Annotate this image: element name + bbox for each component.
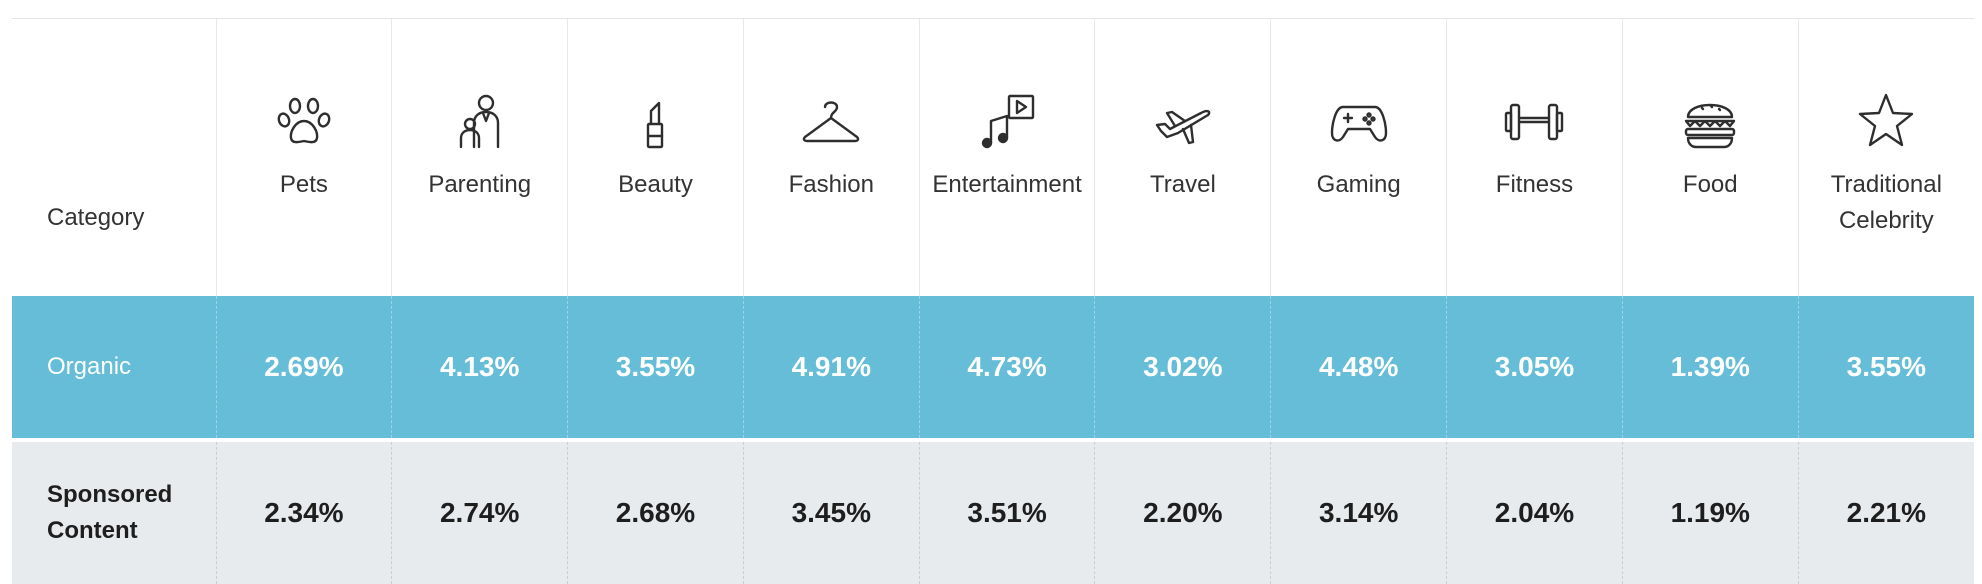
top-rule xyxy=(12,18,1974,19)
column-header-travel: Travel xyxy=(1094,19,1271,296)
sponsored-value-traditional-celebrity: 2.21% xyxy=(1797,442,1974,584)
column-header-beauty: Beauty xyxy=(567,19,744,296)
sponsored-value-gaming: 3.14% xyxy=(1270,442,1447,584)
row-spacer xyxy=(12,438,1974,442)
column-header-fitness: Fitness xyxy=(1446,19,1623,296)
category-header: Category xyxy=(47,204,145,231)
sponsored-value-beauty: 2.68% xyxy=(567,442,744,584)
column-header-food: Food xyxy=(1621,19,1799,296)
column-header-fashion: Fashion xyxy=(742,19,920,296)
organic-value-food: 1.39% xyxy=(1621,296,1799,438)
column-header-parenting: Parenting xyxy=(391,19,568,296)
organic-value-fitness: 3.05% xyxy=(1446,296,1623,438)
row-label-sponsored-content: Sponsored Content xyxy=(12,442,216,584)
organic-value-traditional-celebrity: 3.55% xyxy=(1797,296,1974,438)
airplane-icon xyxy=(1153,91,1213,151)
column-label: Food xyxy=(1682,171,1738,198)
column-label: Parenting xyxy=(428,171,532,198)
sponsored-value-food: 1.19% xyxy=(1621,442,1799,584)
column-header-entertainment: Entertainment xyxy=(918,19,1095,296)
column-label: Fitness xyxy=(1495,171,1574,198)
sponsored-value-entertainment: 3.51% xyxy=(918,442,1095,584)
column-label: Travel xyxy=(1149,171,1216,198)
organic-value-gaming: 4.48% xyxy=(1270,296,1447,438)
header-row: Category Pets Parenting Beauty xyxy=(12,19,1974,296)
sponsored-value-parenting: 2.74% xyxy=(391,442,568,584)
gamepad-icon xyxy=(1329,91,1389,151)
dumbbell-icon xyxy=(1504,91,1564,151)
column-header-gaming: Gaming xyxy=(1270,19,1447,296)
column-label: Traditional Celebrity xyxy=(1830,171,1942,234)
star-icon xyxy=(1856,91,1916,151)
burger-icon xyxy=(1680,91,1740,151)
column-label: Fashion xyxy=(788,171,874,198)
sponsored-content-row: Sponsored Content 2.34% 2.74% 2.68% 3.45… xyxy=(12,442,1974,584)
sponsored-value-pets: 2.34% xyxy=(215,442,392,584)
sponsored-value-fashion: 3.45% xyxy=(742,442,920,584)
hanger-icon xyxy=(801,91,861,151)
music-video-icon xyxy=(977,91,1037,151)
organic-value-entertainment: 4.73% xyxy=(918,296,1095,438)
organic-value-parenting: 4.13% xyxy=(391,296,568,438)
organic-row: Organic 2.69% 4.13% 3.55% 4.91% 4.73% 3.… xyxy=(12,296,1974,438)
row-label-organic: Organic xyxy=(12,296,216,438)
organic-value-pets: 2.69% xyxy=(215,296,392,438)
organic-value-travel: 3.02% xyxy=(1094,296,1271,438)
column-label: Beauty xyxy=(618,171,693,198)
sponsored-value-fitness: 2.04% xyxy=(1446,442,1623,584)
lipstick-icon xyxy=(625,91,685,151)
column-header-pets: Pets xyxy=(215,19,392,296)
column-label: Entertainment xyxy=(932,171,1082,198)
row-label-text: Sponsored Content xyxy=(47,481,173,544)
organic-value-fashion: 4.91% xyxy=(742,296,920,438)
organic-value-beauty: 3.55% xyxy=(567,296,744,438)
column-header-traditional-celebrity: Traditional Celebrity xyxy=(1797,19,1974,296)
engagement-table: Category Pets Parenting Beauty xyxy=(12,19,1974,584)
sponsored-value-travel: 2.20% xyxy=(1094,442,1271,584)
paw-icon xyxy=(274,91,334,151)
column-label: Gaming xyxy=(1316,171,1401,198)
column-label: Pets xyxy=(279,171,328,198)
parent-child-icon xyxy=(450,91,510,151)
